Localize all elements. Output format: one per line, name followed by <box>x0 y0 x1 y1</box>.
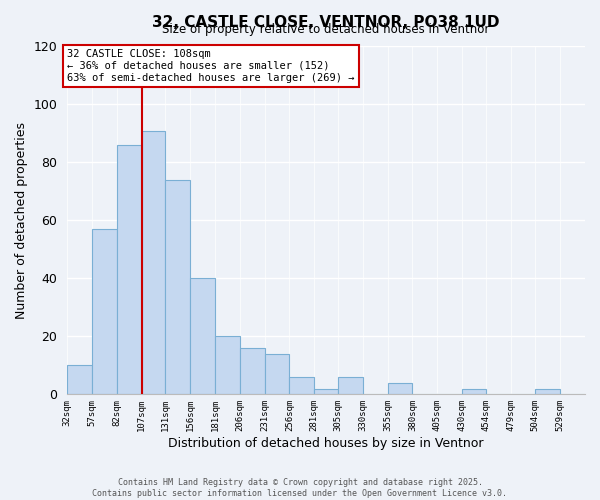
Bar <box>117 145 142 394</box>
Bar <box>388 382 412 394</box>
Bar <box>265 354 289 395</box>
Title: 32, CASTLE CLOSE, VENTNOR, PO38 1UD: 32, CASTLE CLOSE, VENTNOR, PO38 1UD <box>152 15 500 30</box>
Bar <box>535 388 560 394</box>
Bar <box>67 366 92 394</box>
Bar <box>142 130 166 394</box>
Y-axis label: Number of detached properties: Number of detached properties <box>15 122 28 319</box>
Bar <box>92 229 117 394</box>
Bar <box>462 388 486 394</box>
Bar <box>289 377 314 394</box>
Bar <box>314 388 338 394</box>
Bar <box>190 278 215 394</box>
Text: Size of property relative to detached houses in Ventnor: Size of property relative to detached ho… <box>163 23 490 36</box>
Text: 32 CASTLE CLOSE: 108sqm
← 36% of detached houses are smaller (152)
63% of semi-d: 32 CASTLE CLOSE: 108sqm ← 36% of detache… <box>67 50 355 82</box>
Bar <box>240 348 265 395</box>
Bar <box>166 180 190 394</box>
X-axis label: Distribution of detached houses by size in Ventnor: Distribution of detached houses by size … <box>169 437 484 450</box>
Text: Contains HM Land Registry data © Crown copyright and database right 2025.
Contai: Contains HM Land Registry data © Crown c… <box>92 478 508 498</box>
Bar <box>215 336 240 394</box>
Bar <box>338 377 363 394</box>
